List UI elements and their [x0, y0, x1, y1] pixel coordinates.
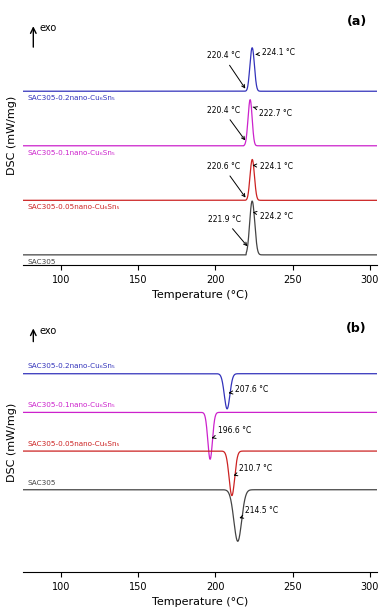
- Text: 221.9 °C: 221.9 °C: [208, 215, 247, 246]
- Text: 224.1 °C: 224.1 °C: [253, 162, 293, 171]
- Y-axis label: DSC (mW/mg): DSC (mW/mg): [7, 96, 17, 176]
- Text: SAC305: SAC305: [27, 259, 56, 265]
- Text: exo: exo: [39, 325, 57, 336]
- Text: SAC305-0.1nano-Cu₆Sn₅: SAC305-0.1nano-Cu₆Sn₅: [27, 402, 115, 408]
- Text: 220.4 °C: 220.4 °C: [207, 51, 245, 88]
- Text: SAC305-0.2nano-Cu₆Sn₅: SAC305-0.2nano-Cu₆Sn₅: [27, 363, 115, 370]
- Text: 220.6 °C: 220.6 °C: [207, 162, 245, 196]
- Y-axis label: DSC (mW/mg): DSC (mW/mg): [7, 403, 17, 483]
- Text: (a): (a): [346, 15, 367, 28]
- Text: exo: exo: [39, 23, 57, 34]
- Text: 196.6 °C: 196.6 °C: [212, 427, 252, 438]
- Text: 214.5 °C: 214.5 °C: [240, 506, 278, 518]
- Text: SAC305-0.05nano-Cu₆Sn₅: SAC305-0.05nano-Cu₆Sn₅: [27, 204, 120, 210]
- X-axis label: Temperature (°C): Temperature (°C): [152, 597, 248, 607]
- Text: 224.2 °C: 224.2 °C: [254, 211, 293, 220]
- Text: 207.6 °C: 207.6 °C: [229, 386, 269, 394]
- Text: SAC305-0.1nano-Cu₆Sn₅: SAC305-0.1nano-Cu₆Sn₅: [27, 150, 115, 156]
- Text: SAC305-0.05nano-Cu₆Sn₅: SAC305-0.05nano-Cu₆Sn₅: [27, 441, 120, 447]
- Text: SAC305: SAC305: [27, 480, 56, 486]
- Text: (b): (b): [346, 322, 367, 335]
- Text: 220.4 °C: 220.4 °C: [207, 106, 245, 139]
- X-axis label: Temperature (°C): Temperature (°C): [152, 290, 248, 300]
- Text: 224.1 °C: 224.1 °C: [256, 48, 295, 57]
- Text: SAC305-0.2nano-Cu₆Sn₅: SAC305-0.2nano-Cu₆Sn₅: [27, 95, 115, 101]
- Text: 210.7 °C: 210.7 °C: [235, 464, 272, 476]
- Text: 222.7 °C: 222.7 °C: [253, 107, 291, 118]
